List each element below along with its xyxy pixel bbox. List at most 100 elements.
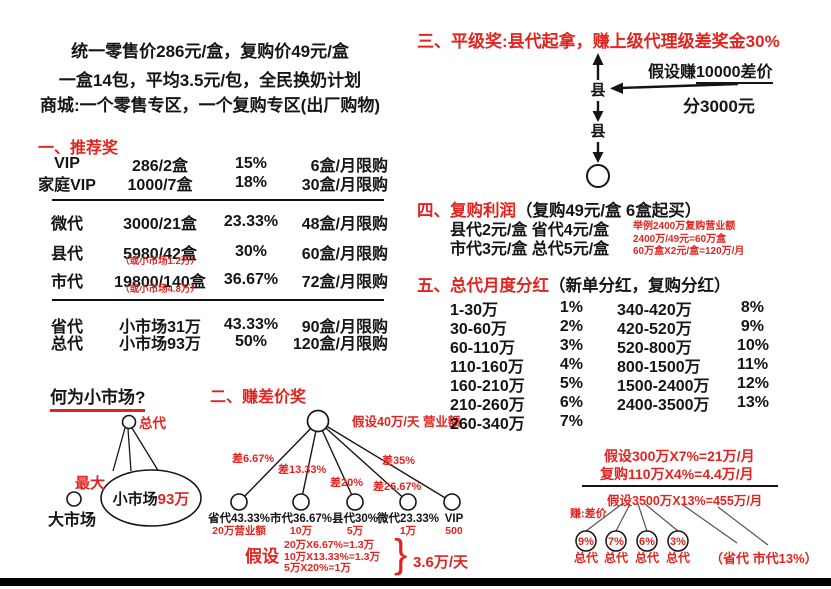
earn-diff-label: 赚:差价 (570, 508, 607, 520)
daily-total: 3.6万/天 (413, 554, 469, 571)
root-node (306, 409, 330, 433)
agent-name-label: VIP (445, 513, 464, 525)
side-note: （省代 市代13%） (710, 551, 818, 566)
dividend-row: 260-340万 7% (450, 410, 583, 433)
dividend-pct: 3% (559, 337, 583, 354)
dividend-row: 800-1500万 11% (617, 353, 768, 376)
big-market-label: 大市场 (48, 510, 96, 529)
down-arrow-head (592, 152, 604, 163)
dividend-row: 110-160万 4% (450, 353, 583, 376)
diff-pct-label: 差13.33% (278, 462, 327, 476)
tier-pct: 15% (234, 155, 268, 172)
table-divider (52, 299, 384, 301)
table-divider (52, 199, 384, 201)
tier-name: VIP (54, 155, 80, 172)
dividend-pct: 12% (737, 375, 770, 392)
section1-title: 一、推荐奖 (38, 140, 119, 157)
small-market-note: （或小市场4.8万） (120, 284, 200, 295)
tier-limit: 120盒/月限购 (292, 336, 388, 353)
agent-amount-label: 5万 (347, 525, 364, 537)
agent-node (230, 493, 248, 511)
tier-limit: 30盒/月限购 (301, 177, 388, 194)
revenue-range: 260-340万 (450, 416, 525, 433)
small-market-note: （或小市场1.2万） (120, 256, 200, 267)
revenue-range: 2400-3500万 (617, 397, 710, 414)
revenue-range: 30-60万 (450, 321, 507, 338)
dividend-pct: 8% (740, 299, 764, 316)
agent-amount-label: 10万 (290, 525, 313, 537)
calc-lines: 20万X6.67%=1.3万 10万X13.33%=1.3万 5万X20%=1万 (284, 539, 380, 575)
diff-pct-label: 差35% (382, 453, 415, 467)
dividend-pct: 6% (559, 394, 583, 411)
section5-title-red: 五、总代月度分红 (417, 277, 549, 295)
ellipse-label: 小市场93万 (113, 490, 190, 508)
dividend-row: 2400-3500万 13% (617, 391, 769, 414)
repurchase-profit-line: 县代2元/盒 省代4元/盒 (450, 222, 610, 239)
top-agent-node (121, 414, 137, 430)
price-diff-tree-diagram: 假设40万/天 营业额 差6.67% 差13.33% 差20% 差26.67% … (207, 409, 464, 537)
agent-name-label: 市代36.67% (270, 511, 332, 525)
dividend-pct: 9% (740, 318, 764, 335)
hypothesis-prefix: 假设赚 (648, 64, 697, 81)
brace-glyph: } (394, 532, 408, 576)
example-line: 60万盒X2元/盒=120万/月 (633, 246, 745, 257)
section2-title: 二、赚差价奖 (210, 389, 307, 406)
dividend-row: 340-420万 8% (617, 296, 764, 319)
section4-title-black: （复购49元/盒 6盒起买） (516, 202, 702, 220)
revenue-range: 800-1500万 (617, 359, 701, 376)
tier-price: 小市场31万 (119, 319, 201, 336)
table-row: 微代 3000/21盒 23.33% 48盒/月限购 (30, 210, 388, 233)
revenue-range: 110-160万 (450, 359, 524, 376)
tier-pct: 30% (234, 243, 268, 260)
agent-amount-label: 1万 (400, 525, 417, 537)
revenue-range: 1500-2400万 (617, 378, 710, 395)
pct-node (575, 530, 597, 552)
example-line: 举例2400万复购营业额 (633, 221, 736, 232)
revenue-range: 520-800万 (617, 340, 692, 357)
repurchase-example: 举例2400万复购营业额 2400万/49元=60万盒 60万盒X2元/盒=12… (633, 221, 744, 259)
assumption-label: 假设 (245, 547, 279, 566)
small-market-question-title: 何为小市场? (50, 383, 146, 412)
dividend-row: 30-60万 2% (450, 315, 583, 338)
connector-line (131, 427, 160, 473)
tier-limit: 72盒/月限购 (301, 274, 388, 291)
left-arrow-head (610, 82, 623, 94)
section5-title: 五、总代月度分红（新单分红，复购分红） (417, 272, 731, 296)
calc-line: 5万X20%=1万 (284, 562, 351, 574)
fan-line (717, 506, 769, 546)
dividend-pct: 2% (559, 318, 583, 335)
table-row: 家庭VIP 1000/7盒 18% 30盒/月限购 (30, 171, 388, 194)
tier-price: 小市场93万 (119, 336, 201, 353)
dividend-row: 420-520万 9% (617, 315, 764, 338)
header-line-pack: 一盒14包，平均3.5元/包，全民换奶计划 (58, 71, 362, 90)
county-node-label: 县 (590, 82, 605, 99)
tier-name: 市代 (50, 274, 83, 291)
dividend-row: 1-30万 1% (450, 296, 583, 319)
revenue-range: 420-520万 (617, 321, 692, 338)
tier-price: 1000/7盒 (127, 177, 193, 194)
table-row: 市代 19800/140盒 36.67% 72盒/月限购 (30, 268, 388, 291)
tier-price: 3000/21盒 (123, 216, 197, 233)
county-node-label: 县 (590, 123, 605, 140)
dividend-row: 520-800万 10% (617, 334, 769, 357)
dividend-pct: 1% (559, 299, 583, 316)
diff-pct-label: 差20% (330, 475, 363, 489)
calc-line: 20万X6.67%=1.3万 (284, 539, 375, 551)
dividend-fan-diagram: 9% 7% 6% 3% 总代 总代 总代 总代 (574, 503, 769, 565)
pct-node-label: 7% (608, 536, 624, 548)
diff-pct-label: 差6.67% (232, 451, 274, 465)
agent-name-label: 县代30% (332, 511, 378, 525)
section4-title: 四、复购利润（复购49元/盒 6盒起买） (417, 197, 701, 221)
small-market-diagram: 总代 小市场93万 最大 大市场 (48, 414, 202, 529)
fan-line (682, 504, 738, 544)
tier-name: 总代 (50, 336, 83, 353)
revenue-range: 340-420万 (617, 302, 692, 319)
hypothesis-text: 假设赚10000差价 (648, 58, 773, 84)
tier-price: 5980/42盒 (123, 246, 197, 263)
tier-pct: 36.67% (223, 271, 279, 288)
fan-line (644, 503, 679, 532)
pct-node-label: 6% (639, 536, 655, 548)
branch-line (317, 420, 356, 503)
repurchase-profit-line: 市代3元/盒 总代5元/盒 (450, 241, 610, 258)
agent-node (443, 493, 461, 511)
